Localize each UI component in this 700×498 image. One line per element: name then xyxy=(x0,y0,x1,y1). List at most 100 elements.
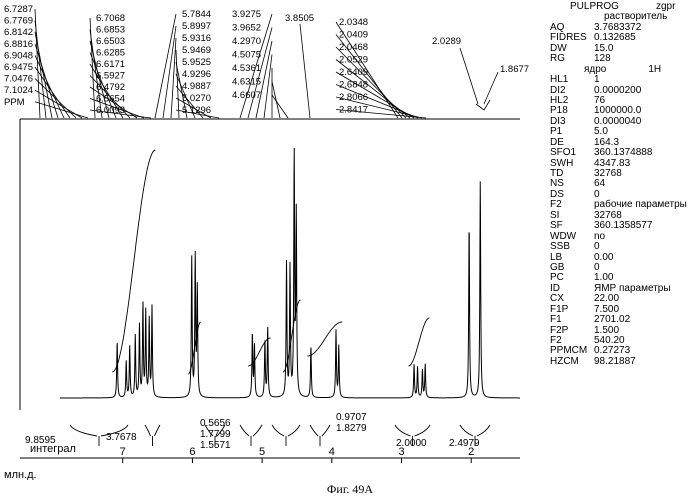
integral-value: 2.4979 xyxy=(449,438,480,449)
integral-bracket xyxy=(310,425,330,446)
x-tick-label: 2 xyxy=(468,446,474,458)
integral-labels: 9.85953.76780.56561.77991.55710.97071.82… xyxy=(25,412,480,451)
peak-label: 6.7287 xyxy=(4,4,33,15)
param-value: no xyxy=(590,232,698,242)
param-row: SSB0 xyxy=(550,242,698,252)
peak-label: 3.9652 xyxy=(232,23,261,34)
nucleus-value: 1H xyxy=(606,65,661,75)
peak-label: 6.9048 xyxy=(4,50,33,61)
peak-label: 6.9475 xyxy=(4,62,33,73)
param-row: FIDRES0.132685 xyxy=(550,33,698,43)
integral-axis-label: интеграл xyxy=(30,443,76,455)
leader-line xyxy=(476,100,490,110)
param-row: P15.0 xyxy=(550,127,698,137)
peak-label: 4.9296 xyxy=(182,69,211,80)
param-group-processing: SI32768SF360.1358577WDWnoSSB0LB0.00GB0PC… xyxy=(550,211,698,284)
param-key: F1 xyxy=(550,315,590,325)
leader-line xyxy=(264,55,272,119)
integral-curve xyxy=(307,322,342,356)
param-key: HL1 xyxy=(550,75,590,85)
peak-label: 1.8677 xyxy=(500,64,529,75)
param-key: HZCM xyxy=(550,357,590,367)
param-value: 98.21887 xyxy=(590,357,698,367)
x-tick-label: 3 xyxy=(398,446,404,458)
nmr-spectrum-plot: 6.72876.77696.81426.88166.90486.94757.04… xyxy=(0,0,550,480)
integral-bracket xyxy=(240,425,262,446)
integral-value: 1.7799 xyxy=(200,429,231,440)
param-row: RG128 xyxy=(550,54,698,64)
peak-label: 5.8997 xyxy=(182,21,211,32)
peak-label: 6.6171 xyxy=(96,59,125,70)
param-row: SFO1360.1374888 xyxy=(550,148,698,158)
x-tick-label: 7 xyxy=(120,446,126,458)
nmr-params-row: ID ЯМР параметры xyxy=(550,284,698,294)
peak-label: 4.2970 xyxy=(232,36,261,47)
peak-label: 6.5654 xyxy=(96,94,125,105)
param-row: LB0.00 xyxy=(550,253,698,263)
peak-label: 6.7068 xyxy=(96,13,125,24)
spectrum-trace xyxy=(60,148,520,398)
param-row: TD32768 xyxy=(550,169,698,179)
leader-line xyxy=(35,32,52,118)
param-row: DI30.0000040 xyxy=(550,117,698,127)
peak-label: 7.0476 xyxy=(4,74,33,85)
leader-line xyxy=(171,38,176,118)
param-value: 1 xyxy=(590,75,698,85)
peak-label: 3.8505 xyxy=(285,13,314,24)
param-row: HL11 xyxy=(550,75,698,85)
nucleus-row: ядро 1H xyxy=(550,65,698,75)
peak-label: 6.5927 xyxy=(96,71,125,82)
param-value: 0 xyxy=(590,242,698,252)
peak-label: 4.9887 xyxy=(182,81,211,92)
peak-label: 6.6853 xyxy=(96,25,125,36)
peak-label: 6.8816 xyxy=(4,39,33,50)
param-row: F12701.02 xyxy=(550,315,698,325)
peak-label: 5.9469 xyxy=(182,45,211,56)
leader-line xyxy=(484,72,498,104)
param-group-channel: HL11DI20.0000200HL276P181000000.0DI30.00… xyxy=(550,75,698,200)
peak-label: 2.0348 xyxy=(339,17,368,28)
peak-label: 2.0289 xyxy=(432,36,461,47)
param-group-acquisition: AQ3.7683372FIDRES0.132685DW15.0RG128 xyxy=(550,23,698,65)
peak-label: 5.9525 xyxy=(182,57,211,68)
peak-label: 6.6503 xyxy=(96,36,125,47)
peak-label: 5.9316 xyxy=(182,33,211,44)
peak-label: PPM xyxy=(4,97,25,108)
param-row: GB0 xyxy=(550,263,698,273)
param-row: DW15.0 xyxy=(550,44,698,54)
integral-bracket xyxy=(145,425,160,446)
param-row: WDWno xyxy=(550,232,698,242)
param-row: SWH4347.83 xyxy=(550,159,698,169)
leader-line xyxy=(272,95,288,118)
leader-line xyxy=(272,82,280,119)
x-tick-label: 6 xyxy=(189,446,195,458)
peak-label: 4.5075 xyxy=(232,50,261,61)
figure-caption: Фиг. 49А xyxy=(0,482,700,497)
param-value: 128 xyxy=(590,54,698,64)
integral-bracket xyxy=(272,425,300,446)
peak-label: 6.6285 xyxy=(96,48,125,59)
x-tick-label: 5 xyxy=(259,446,265,458)
leader-line xyxy=(35,67,70,118)
peak-label: 6.8142 xyxy=(4,27,33,38)
param-value: 64 xyxy=(590,179,698,189)
param-key: SFO1 xyxy=(550,148,590,158)
param-key: SSB xyxy=(550,242,590,252)
integral-value: 0.9707 xyxy=(336,412,367,423)
peak-label: 6.7769 xyxy=(4,16,33,27)
leader-line xyxy=(300,24,310,118)
peak-label: 3.9275 xyxy=(232,9,261,20)
work-params-row: F2 рабочие параметры xyxy=(550,200,698,210)
integral-curve xyxy=(409,318,430,366)
param-row: CX22.00 xyxy=(550,294,698,304)
leader-line xyxy=(460,48,478,104)
param-row: DI20.0000200 xyxy=(550,86,698,96)
param-value: 0.0000200 xyxy=(590,86,698,96)
x-tick-label: 4 xyxy=(329,446,335,458)
integral-curves xyxy=(112,150,429,374)
param-value: 32768 xyxy=(590,169,698,179)
param-group-plot: CX22.00F1P7.500F12701.02F2P1.500F2540.20… xyxy=(550,294,698,367)
integral-value: 1.8279 xyxy=(336,423,367,434)
param-row: NS64 xyxy=(550,179,698,189)
peak-label: 7.1024 xyxy=(4,85,33,96)
